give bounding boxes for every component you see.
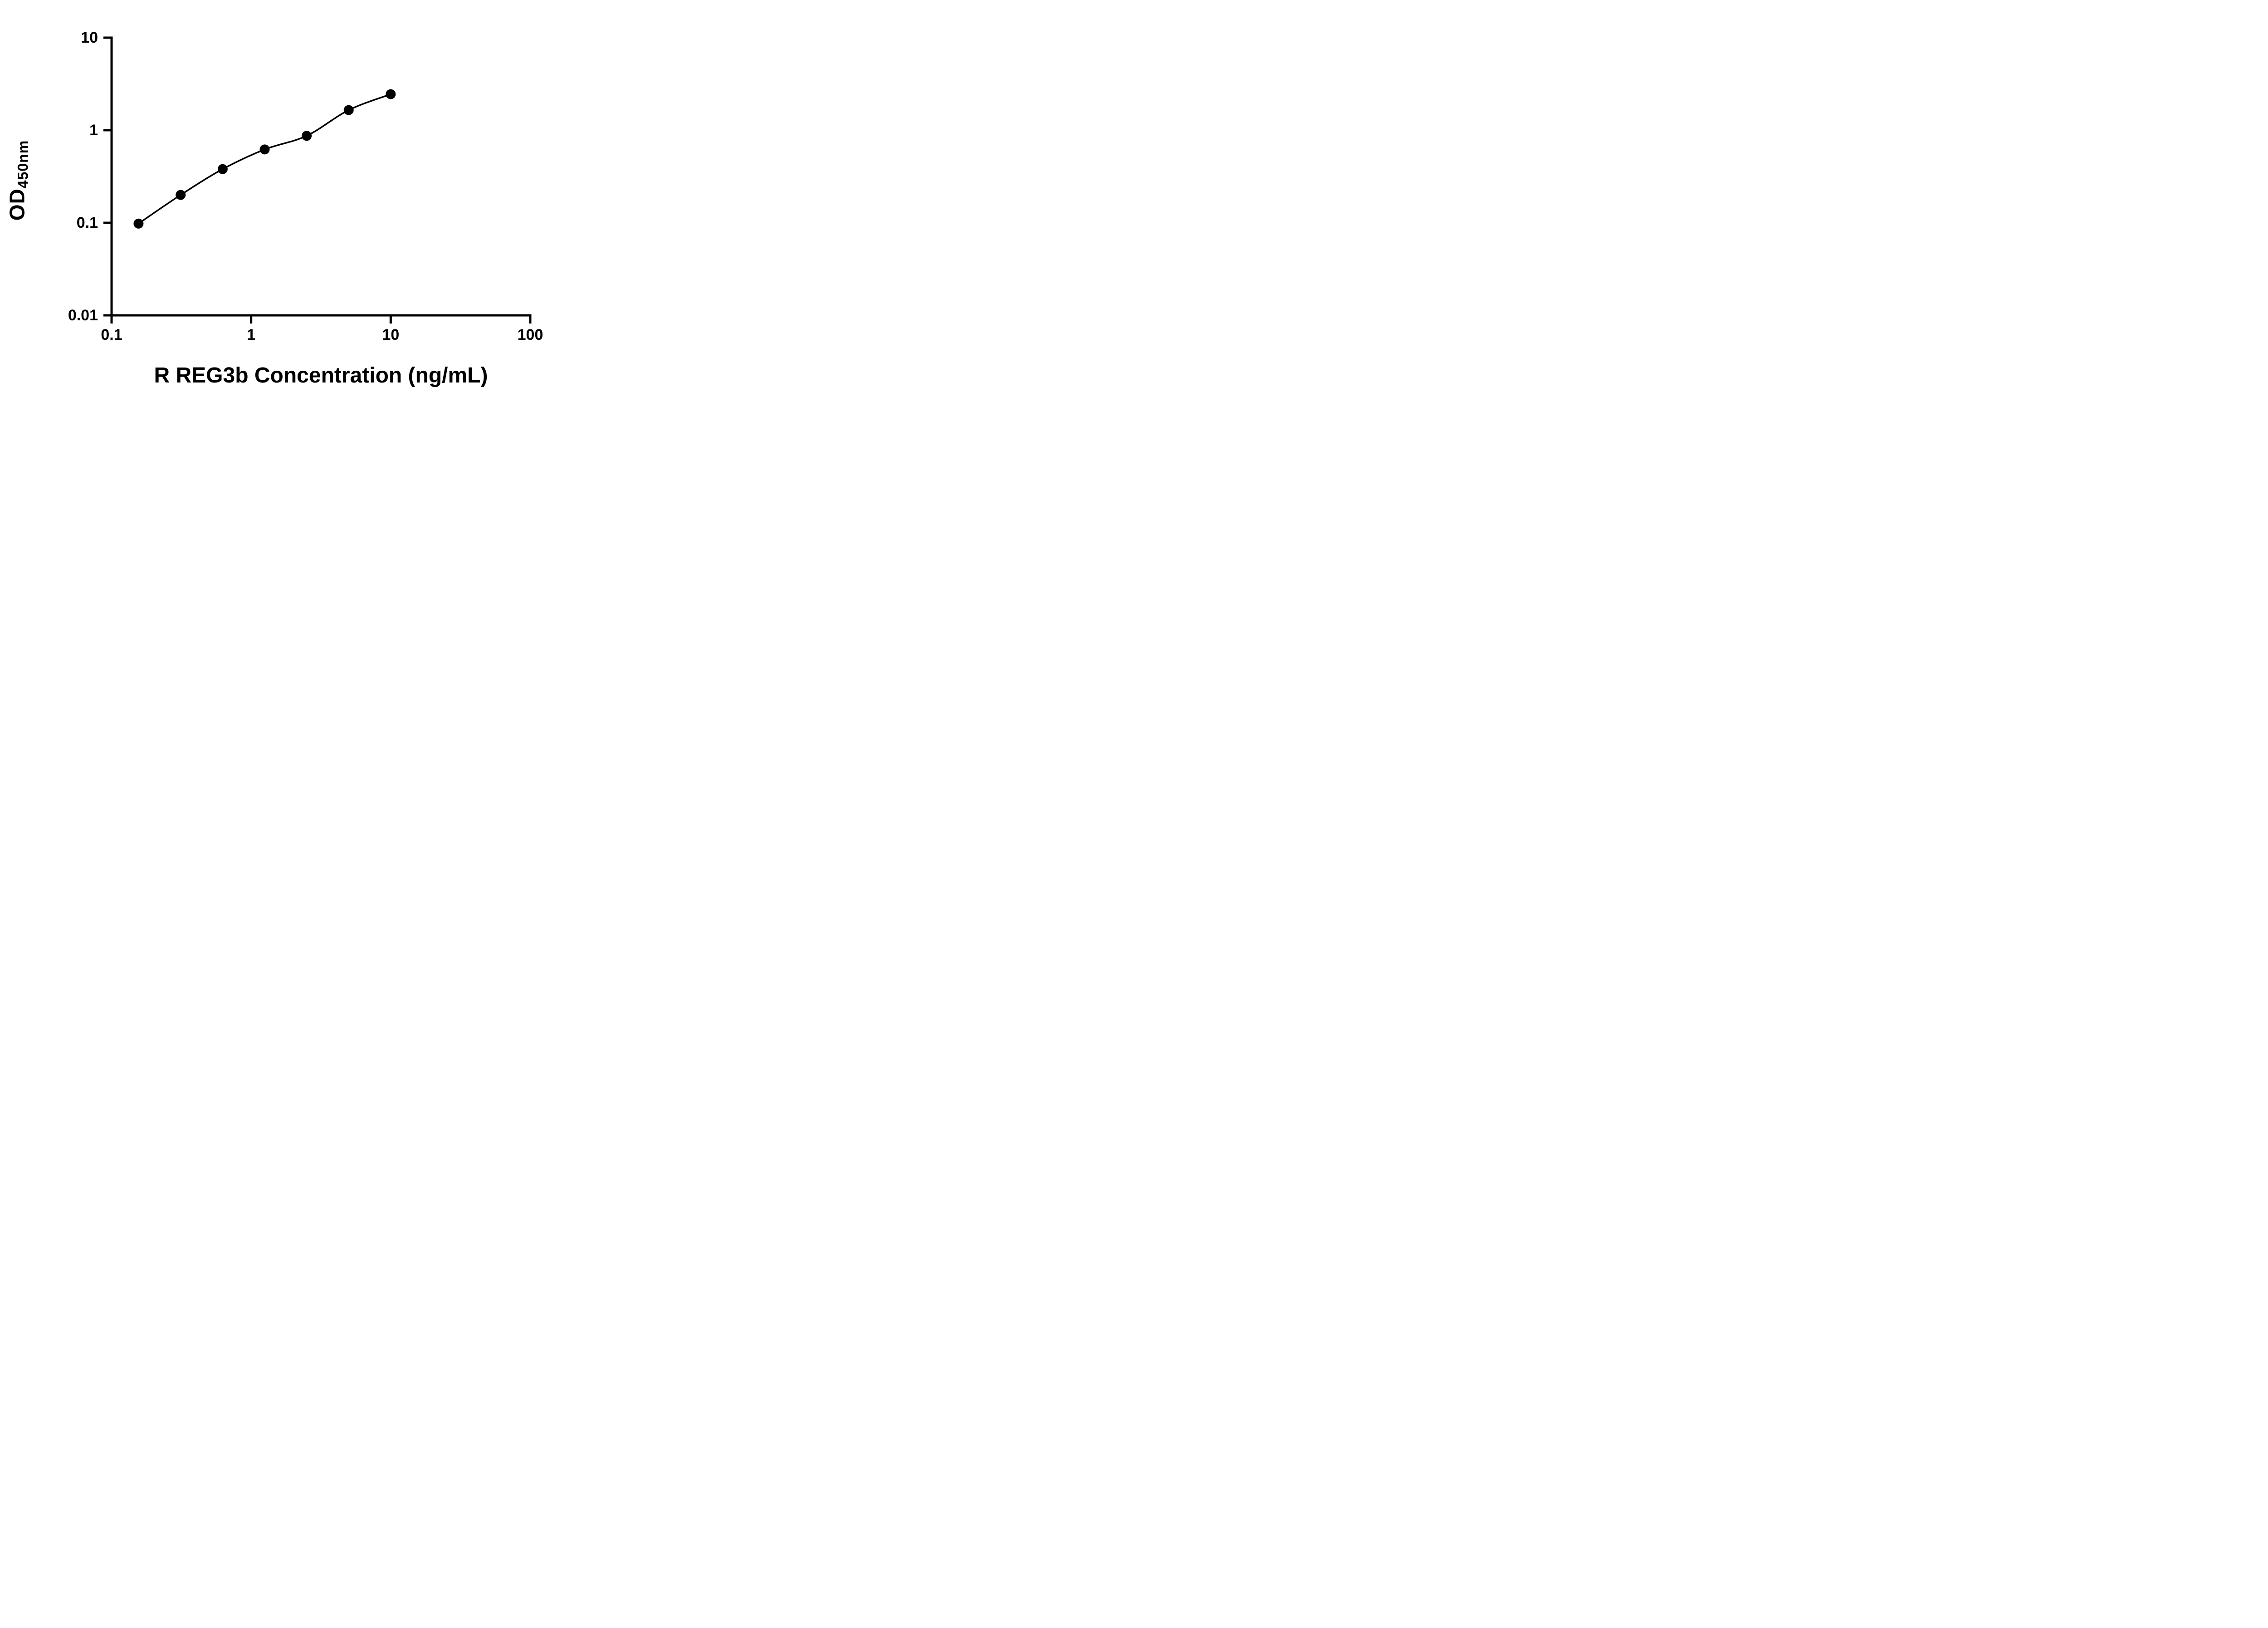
elisa-standard-curve-figure: 0.1 1 10 100 0.01 0.1 1 10 OD450nm R REG3b Conc… <box>0 0 583 407</box>
y-axis-label: OD450nm <box>5 90 32 271</box>
data-point <box>259 144 270 155</box>
x-axis-tick-label: 100 <box>518 326 543 343</box>
data-point <box>343 105 354 115</box>
x-axis-label: R REG3b Concentration (ng/mL) <box>154 363 488 387</box>
y-axis-tick-label: 1 <box>89 122 98 139</box>
x-axis-tick-label: 0.1 <box>101 326 122 343</box>
data-point <box>386 89 396 99</box>
data-point <box>302 131 312 141</box>
y-axis-label-subscript: 450nm <box>15 140 31 189</box>
x-axis-tick-label: 1 <box>247 326 255 343</box>
y-axis-tick-label: 10 <box>81 29 98 46</box>
data-point <box>176 190 186 200</box>
y-axis-label-main: OD <box>5 188 29 221</box>
fit-curve <box>138 93 391 225</box>
axis-spines <box>110 36 532 317</box>
y-axis-tick-label: 0.01 <box>68 307 98 324</box>
x-axis-tick-label: 10 <box>382 326 399 343</box>
y-axis-tick-label: 0.1 <box>77 214 98 231</box>
data-point <box>133 218 144 229</box>
data-point <box>217 164 228 174</box>
